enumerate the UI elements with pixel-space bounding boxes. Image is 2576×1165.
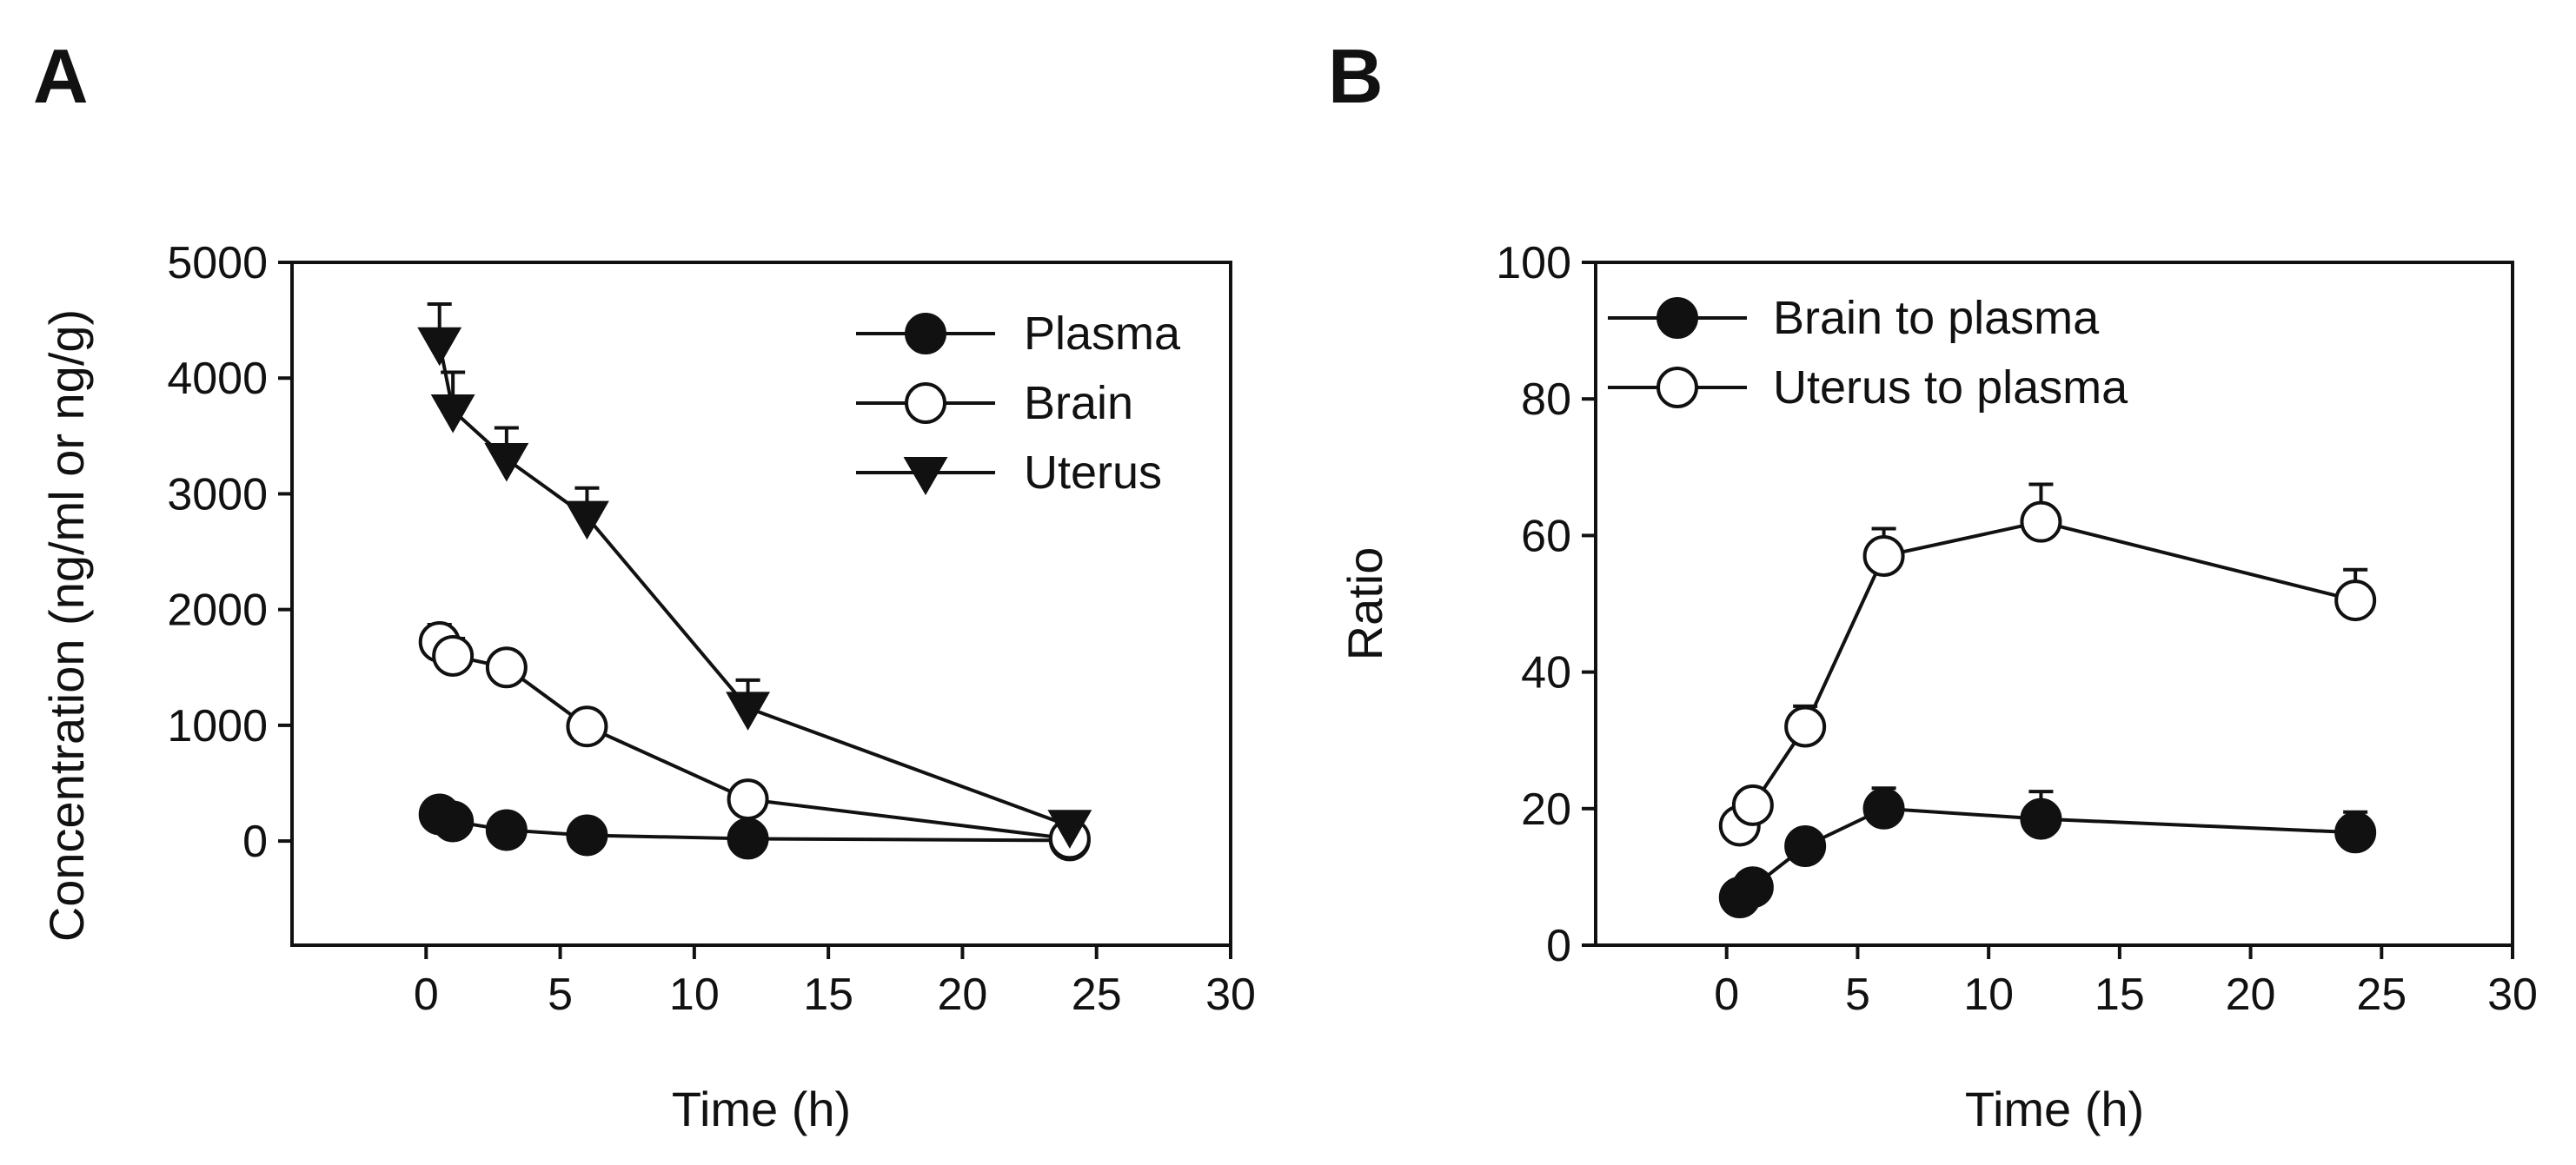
brain-to-plasma-point — [1784, 825, 1827, 868]
plasma-point — [485, 809, 528, 851]
legend-brain-label: Brain — [1024, 377, 1133, 429]
panel-a-label: A — [33, 33, 89, 119]
panel-b-frame — [1594, 261, 2514, 947]
panel-a-y-axis-title: Concentration (ng/ml or ng/g) — [39, 309, 94, 942]
legend-plasma-label: Plasma — [1024, 308, 1181, 360]
x-tick-label: 15 — [2095, 970, 2145, 1020]
uterus-point — [1047, 810, 1092, 849]
x-tick-label: 15 — [803, 970, 853, 1020]
legend-uterus-label: Uterus — [1024, 447, 1162, 499]
panel-b: B Time (h) Ratio 0 5 10 15 20 25 30 0 20 40 60 80 10… — [1328, 33, 2538, 1136]
brain-to-plasma-point — [2020, 798, 2062, 840]
panel-b-y-axis-title: Ratio — [1338, 547, 1392, 661]
y-tick-label: 0 — [1546, 921, 1571, 971]
panel-a: A Time (h) Concentration (ng/ml or ng/g)… — [33, 33, 1256, 1136]
x-tick-label: 5 — [548, 970, 573, 1020]
x-tick-label: 30 — [1205, 970, 1256, 1020]
uterus-to-plasma-point — [1862, 534, 1905, 577]
panel-b-label: B — [1328, 33, 1384, 119]
uterus-to-plasma-point — [2334, 579, 2377, 622]
x-tick-label: 20 — [2226, 970, 2276, 1020]
x-tick-label: 30 — [2487, 970, 2538, 1020]
brain-to-plasma-point — [1862, 787, 1905, 830]
y-tick-label: 2000 — [167, 586, 268, 636]
uterus-to-plasma-point — [1784, 705, 1827, 748]
y-tick-label: 60 — [1521, 511, 1571, 561]
panel-b-ticks: 0 5 10 15 20 25 30 0 20 40 60 80 100 — [1496, 238, 2538, 1020]
uterus-point — [430, 394, 475, 434]
uterus-to-plasma-point — [2020, 500, 2062, 543]
y-tick-label: 5000 — [167, 238, 268, 288]
x-tick-label: 10 — [1963, 970, 2014, 1020]
uterus-point — [484, 442, 529, 482]
y-tick-label: 20 — [1521, 784, 1571, 835]
panel-a-x-axis-title: Time (h) — [672, 1082, 851, 1136]
plasma-point — [566, 814, 608, 857]
brain-point — [727, 778, 769, 821]
panel-a-ticks: 0 5 10 15 20 25 30 0 1000 2000 3000 4000 5000 — [167, 238, 1256, 1020]
x-tick-label: 20 — [938, 970, 988, 1020]
panel-b-legend: Brain to plasma Uterus to plasma — [1608, 292, 2128, 414]
panel-a-frame — [290, 261, 1232, 947]
plasma-point — [727, 817, 769, 860]
panel-a-plot — [417, 301, 1092, 862]
brain-point — [566, 705, 608, 748]
uterus-to-plasma-point — [1731, 784, 1774, 826]
x-tick-label: 10 — [669, 970, 720, 1020]
panel-a-legend: Plasma Brain Uterus — [856, 308, 1181, 499]
brain-to-plasma-point — [2334, 811, 2377, 854]
brain-point — [485, 646, 528, 689]
y-tick-label: 40 — [1521, 648, 1571, 698]
panel-b-plot — [1718, 482, 2377, 918]
brain-to-plasma-point — [1731, 866, 1774, 909]
uterus-point — [564, 500, 609, 540]
y-tick-label: 3000 — [167, 469, 268, 520]
x-tick-label: 25 — [2356, 970, 2407, 1020]
y-tick-label: 0 — [242, 817, 268, 867]
y-tick-label: 100 — [1496, 238, 1571, 288]
legend-uterus-to-plasma-marker — [1656, 367, 1698, 408]
y-tick-label: 1000 — [167, 701, 268, 751]
legend-brain-marker — [905, 382, 946, 424]
y-tick-label: 4000 — [167, 354, 268, 404]
plasma-point — [432, 800, 475, 843]
x-tick-label: 25 — [1072, 970, 1122, 1020]
legend-uterus-marker — [903, 457, 948, 495]
brain-point — [432, 634, 475, 677]
uterus-point — [726, 692, 771, 731]
uterus-point — [417, 327, 462, 367]
legend-plasma-marker — [905, 313, 946, 354]
legend-brain-to-plasma-label: Brain to plasma — [1773, 292, 2100, 344]
y-tick-label: 80 — [1521, 374, 1571, 425]
x-tick-label: 5 — [1845, 970, 1870, 1020]
legend-brain-to-plasma-marker — [1656, 297, 1698, 339]
x-tick-label: 0 — [1714, 970, 1739, 1020]
x-tick-label: 0 — [414, 970, 439, 1020]
legend-uterus-to-plasma-label: Uterus to plasma — [1773, 361, 2128, 414]
panel-b-x-axis-title: Time (h) — [1965, 1082, 2144, 1136]
